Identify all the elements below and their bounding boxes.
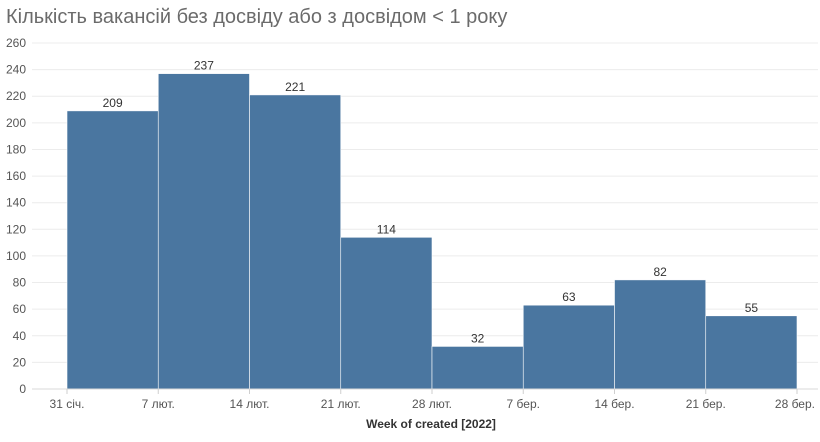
y-tick-label: 120 [6,222,26,236]
y-tick-label: 220 [6,89,26,103]
chart-title: Кількість вакансій без досвіду або з дос… [6,6,508,28]
x-tick-label: 21 лют. [321,397,361,411]
x-tick-label: 7 бер. [507,397,540,411]
y-tick-label: 60 [13,302,27,316]
bars [66,73,798,390]
y-tick-label: 160 [6,169,26,183]
bar [157,73,250,390]
data-labels: 209 237 221 114 32 63 82 55 [103,59,759,346]
bar [249,94,342,390]
x-tick-label: 21 бер. [686,397,726,411]
x-axis-title: Week of created [2022] [366,417,496,431]
x-tick-label: 28 лют. [412,397,452,411]
x-axis: 31 січ. 7 лют. 14 лют. 21 лют. 28 лют. 7 бер.… [32,388,818,411]
bar [614,279,707,390]
y-tick-label: 40 [13,329,27,343]
y-tick-label: 80 [13,276,27,290]
bar [66,110,159,390]
bar [431,346,524,390]
bar [705,315,798,390]
y-tick-label: 200 [6,116,26,130]
bar-value-label: 209 [103,96,123,110]
y-tick-label: 140 [6,196,26,210]
bar [522,304,615,390]
bar-value-label: 237 [194,59,214,73]
bar-value-label: 221 [285,80,305,94]
x-tick-label: 28 бер. [775,397,815,411]
bar-value-label: 55 [745,301,759,315]
y-tick-label: 0 [19,382,26,396]
bar-value-label: 63 [562,290,576,304]
y-tick-label: 180 [6,142,26,156]
y-tick-label: 20 [13,355,27,369]
bar-value-label: 82 [653,265,667,279]
x-tick-label: 14 лют. [230,397,270,411]
x-tick-label: 7 лют. [142,397,175,411]
y-tick-label: 240 [6,63,26,77]
bar-value-label: 114 [377,222,396,236]
y-tick-label: 260 [6,36,26,50]
x-tick-label: 31 січ. [50,397,85,411]
y-tick-label: 100 [6,249,26,263]
y-axis: 0 20 40 60 80 100 120 140 160 180 200 220 240 260 [6,36,26,396]
bar [340,236,433,390]
x-tick-label: 14 бер. [594,397,634,411]
bar-value-label: 32 [471,331,485,345]
